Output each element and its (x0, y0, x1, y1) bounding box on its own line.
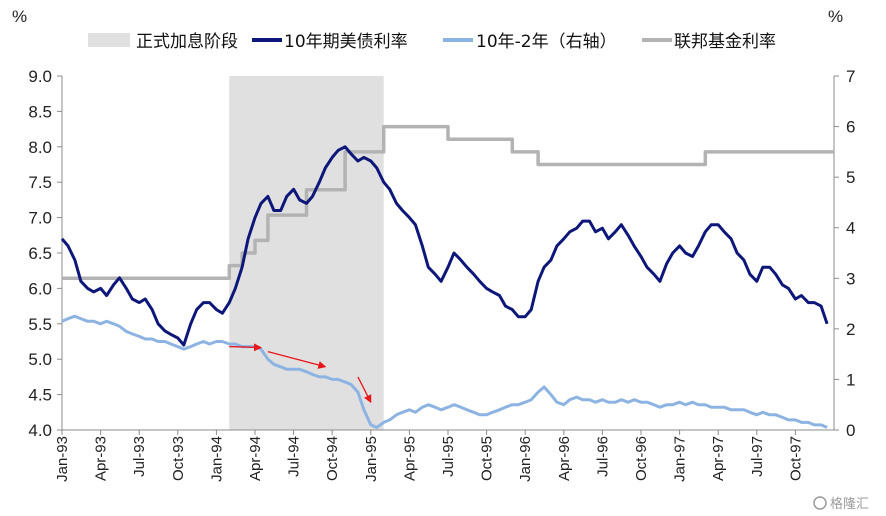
series-10y-2y-spread-line (61, 314, 828, 429)
right-tick-label: 5 (846, 168, 855, 187)
left-tick-label: 7.0 (28, 209, 52, 228)
right-tick-label: 2 (846, 320, 855, 339)
x-tick-label: Jan-96 (517, 436, 534, 482)
annotation-arrow (229, 343, 263, 352)
left-tick-label: 5.0 (28, 350, 52, 369)
x-tick-label: Jan-95 (363, 436, 380, 482)
x-tick-label: Jul-93 (131, 436, 148, 477)
series-10y-yield-line (60, 145, 829, 347)
right-tick-label: 7 (846, 67, 855, 86)
x-tick-label: Jan-94 (208, 436, 225, 482)
watermark: 格隆汇 (813, 496, 869, 512)
right-tick-label: 6 (846, 118, 855, 137)
x-tick-label: Jan-93 (54, 436, 71, 482)
x-tick-label: Oct-94 (324, 436, 341, 481)
right-tick-label: 3 (846, 269, 855, 288)
x-tick-label: Apr-96 (556, 436, 573, 481)
left-tick-label: 6.5 (28, 244, 52, 263)
left-tick-label: 4.0 (28, 421, 52, 440)
x-tick-label: Jul-95 (440, 436, 457, 477)
right-axis-unit: % (828, 7, 843, 26)
x-tick-label: Jul-94 (286, 436, 303, 477)
x-tick-label: Jul-97 (749, 436, 766, 477)
x-tick-label: Oct-93 (170, 436, 187, 481)
series-fed-funds-line (62, 124, 834, 281)
legend-shaded-swatch (88, 33, 130, 47)
annotation-arrow (357, 376, 372, 404)
x-tick-label: Oct-96 (633, 436, 650, 481)
left-axis-unit: % (12, 7, 27, 26)
legend-shaded-label: 正式加息阶段 (136, 32, 238, 52)
x-tick-label: Jan-97 (672, 436, 689, 482)
left-tick-label: 9.0 (28, 67, 52, 86)
right-tick-label: 4 (846, 219, 855, 238)
watermark-text: 格隆汇 (830, 496, 869, 512)
x-tick-label: Apr-95 (401, 436, 418, 481)
x-tick-label: Oct-95 (479, 436, 496, 481)
left-tick-label: 5.5 (28, 315, 52, 334)
legend-10y-label: 10年期美债利率 (284, 32, 408, 52)
annotation-arrow (267, 350, 327, 369)
right-tick-label: 1 (846, 370, 855, 389)
x-tick-label: Oct-97 (787, 436, 804, 481)
x-tick-label: Apr-93 (93, 436, 110, 481)
left-tick-label: 7.5 (28, 173, 52, 192)
x-tick-label: Apr-97 (710, 436, 727, 481)
left-tick-label: 8.0 (28, 138, 52, 157)
left-tick-label: 6.0 (28, 279, 52, 298)
left-tick-label: 4.5 (28, 386, 52, 405)
x-tick-label: Jul-96 (594, 436, 611, 477)
x-tick-label: Apr-94 (247, 436, 264, 481)
left-tick-label: 8.5 (28, 102, 52, 121)
legend: 正式加息阶段 10年期美债利率 10年-2年（右轴） 联邦基金利率 (88, 32, 776, 52)
legend-spread-label: 10年-2年（右轴） (476, 32, 617, 52)
right-tick-label: 0 (846, 421, 855, 440)
legend-fedfunds-label: 联邦基金利率 (674, 32, 776, 52)
watermark-logo-icon (813, 496, 827, 510)
